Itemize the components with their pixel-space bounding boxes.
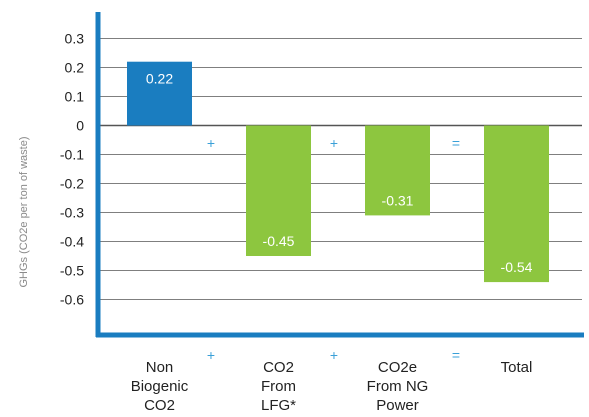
category-labels: Non Biogenic CO2 CO2 From LFG* CO2e From NG Powe… — [131, 359, 533, 414]
axes — [95, 12, 584, 338]
y-tick-labels: 0.3 0.2 0.1 0 -0.1 -0.2 -0.3 -0.4 -0.5 -0.6 — [60, 31, 84, 308]
operator-symbol: = — [452, 347, 460, 363]
category-label: Non Biogenic CO2 — [131, 359, 189, 414]
bar-value-label: -0.54 — [501, 259, 533, 275]
operator-symbol: + — [207, 135, 215, 151]
bar-value-label: -0.45 — [263, 233, 295, 249]
bar — [365, 125, 430, 216]
category-label: CO2e From NG Power — [367, 359, 429, 414]
category-label: CO2 From LFG* — [261, 359, 296, 414]
operator-symbol: + — [330, 135, 338, 151]
y-tick-label: -0.5 — [60, 263, 84, 279]
y-tick-label: -0.6 — [60, 292, 84, 308]
operator-symbol: = — [452, 135, 460, 151]
bars: 0.22 -0.45 -0.31 -0.54 — [127, 61, 549, 283]
y-tick-label: 0 — [76, 118, 84, 134]
bar — [127, 61, 192, 126]
bar — [484, 125, 549, 283]
category-label: Total — [501, 359, 533, 376]
bar-value-label: 0.22 — [146, 71, 173, 87]
y-tick-label: 0.3 — [65, 31, 85, 47]
y-tick-label: -0.1 — [60, 147, 84, 163]
y-tick-label: -0.3 — [60, 205, 84, 221]
operator-symbol: + — [330, 347, 338, 363]
bar — [246, 125, 311, 256]
operator-symbol: + — [207, 347, 215, 363]
y-tick-label: 0.2 — [65, 60, 85, 76]
y-tick-label: -0.2 — [60, 176, 84, 192]
y-tick-label: 0.1 — [65, 89, 85, 105]
y-tick-label: -0.4 — [60, 234, 84, 250]
y-axis-label: GHGs (CO2e per ton of waste) — [18, 137, 30, 288]
bar-value-label: -0.31 — [382, 192, 414, 208]
operators: + + + + = = — [207, 135, 460, 363]
